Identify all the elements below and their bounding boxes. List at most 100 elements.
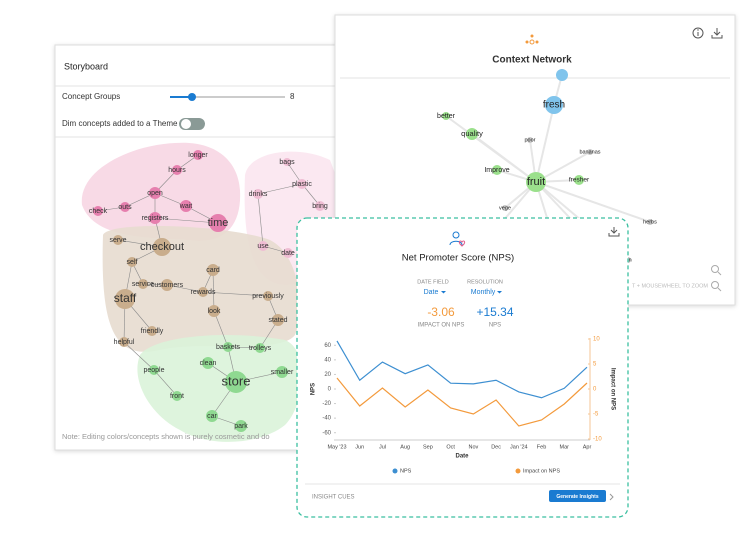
legend-label: Impact on NPS (523, 468, 560, 474)
concept-node (209, 214, 227, 232)
concept-node (149, 365, 159, 375)
concept-node (120, 202, 130, 212)
concept-node (272, 314, 284, 326)
panel-title: Context Network (492, 55, 572, 66)
info-icon[interactable] (692, 27, 704, 39)
zoom-icon[interactable] (711, 265, 722, 292)
edge (212, 269, 215, 312)
concept-node (283, 248, 293, 258)
edge (471, 133, 537, 183)
concept-label: registers (142, 215, 169, 222)
concept-node (587, 149, 593, 155)
y-tick-label: 0 (328, 387, 332, 393)
concept-node (556, 69, 568, 81)
date-dropdown[interactable]: Date (424, 289, 439, 296)
concept-node (527, 137, 533, 143)
download-icon[interactable] (608, 227, 620, 237)
concept-node (647, 219, 653, 225)
network-icon (525, 34, 539, 45)
concept-node (113, 235, 123, 245)
x-tick-label: Mar (560, 444, 570, 450)
edge (166, 284, 204, 293)
slider-knob[interactable] (188, 93, 196, 101)
concept-label: plastic (292, 181, 312, 188)
concept-label: baskets (216, 344, 241, 351)
edge (202, 291, 269, 297)
concept-label: vege (499, 205, 511, 211)
concept-graph: longer hours open check outs wait registers tim… (81, 142, 345, 442)
concept-node (255, 343, 265, 353)
concept-node (149, 187, 161, 199)
edge (257, 193, 264, 247)
concept-node (208, 305, 220, 317)
download-icon[interactable] (711, 28, 723, 39)
concept-label: customers (151, 282, 184, 289)
concept-label: Improve (484, 167, 509, 174)
edge (535, 151, 591, 183)
concept-node (276, 366, 288, 378)
concept-label: use (257, 243, 268, 250)
y-tick-label: -40 (322, 416, 331, 422)
y-axis-title: NPS (311, 383, 317, 395)
concept-node (235, 420, 247, 432)
concept-label: staff (114, 291, 137, 305)
y-tick-label: -20 (322, 401, 331, 407)
concept-label: checkout (140, 241, 184, 253)
concept-label: drinks (249, 191, 268, 198)
concept-node (574, 175, 584, 185)
x-axis-title: Date (455, 454, 469, 460)
concept-label: bags (279, 159, 295, 166)
resolution-dropdown[interactable]: Monthly (471, 289, 496, 296)
nps-icon (449, 231, 466, 247)
edge (535, 104, 555, 183)
slider-value: 8 (290, 92, 295, 101)
concept-label: look (208, 308, 221, 315)
concept-node (172, 391, 182, 401)
concept-label: people (143, 367, 164, 374)
concept-node (492, 165, 502, 175)
concept-node (502, 205, 508, 211)
nps-label: NPS (489, 323, 501, 329)
concept-node (93, 206, 103, 216)
panel-title: Net Promoter Score (NPS) (402, 253, 514, 264)
toggle-label: Dim concepts added to a Theme (62, 119, 178, 128)
edge (153, 369, 178, 397)
chevron[interactable] (609, 493, 614, 501)
concept-node (198, 287, 208, 297)
panel-title: Storyboard (64, 61, 108, 71)
field-label: RESOLUTION (467, 279, 503, 285)
footer-label: INSIGHT CUES (312, 495, 355, 501)
concept-node (138, 279, 148, 289)
concept-node (153, 238, 171, 256)
series-line (336, 340, 588, 399)
impact-label: IMPACT ON NPS (418, 323, 465, 329)
legend-label: NPS (400, 468, 412, 474)
concept-node (115, 289, 135, 309)
concept-node (253, 189, 263, 199)
concept-label: fruit (527, 176, 545, 188)
y2-tick-label: -10 (593, 437, 602, 443)
concept-label: poor (524, 137, 535, 143)
concept-node (202, 357, 214, 369)
concept-label: outs (118, 204, 132, 211)
concept-label: helpful (114, 339, 135, 346)
concept-label: date (281, 250, 295, 257)
concept-label: self (127, 259, 138, 266)
generate-button[interactable] (549, 490, 606, 502)
concept-node (147, 326, 157, 336)
y-tick-label: 60 (324, 343, 331, 349)
concept-label: quality (461, 129, 483, 138)
concept-node (223, 342, 233, 352)
concept-label: store (222, 373, 251, 388)
y2-axis-title: Impact on NPS (609, 368, 615, 410)
concept-node (149, 212, 161, 224)
concept-label: trolleys (249, 345, 272, 352)
concept-node (283, 158, 291, 166)
concept-label: car (207, 413, 217, 420)
chart: -60 -40 -20 0 20 40 60 -10 -5 0 5 10 May '23 Jun Jul Au… (311, 337, 616, 475)
edge (257, 183, 303, 195)
concept-node (172, 165, 182, 175)
x-tick-label: May '23 (327, 444, 346, 450)
concept-node (127, 257, 137, 267)
